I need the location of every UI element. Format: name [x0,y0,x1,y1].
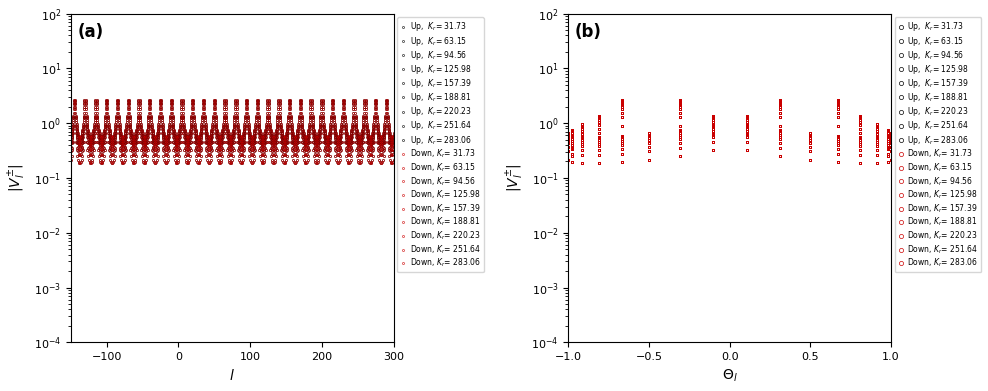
Y-axis label: $|V_l^{\pm}|$: $|V_l^{\pm}|$ [505,164,526,192]
Legend: Up,  $K_r$= 31.73, Up,  $K_r$= 63.15, Up,  $K_r$= 94.56, Up,  $K_r$= 125.98, Up,: Up, $K_r$= 31.73, Up, $K_r$= 63.15, Up, … [895,17,981,273]
X-axis label: $l$: $l$ [229,368,235,383]
X-axis label: $\Theta_l$: $\Theta_l$ [722,368,737,384]
Legend: Up,  $K_r$= 31.73, Up,  $K_r$= 63.15, Up,  $K_r$= 94.56, Up,  $K_r$= 125.98, Up,: Up, $K_r$= 31.73, Up, $K_r$= 63.15, Up, … [397,17,483,273]
Text: (a): (a) [77,23,104,41]
Text: (b): (b) [575,23,602,41]
Y-axis label: $|V_l^{\pm}|$: $|V_l^{\pm}|$ [7,164,29,192]
